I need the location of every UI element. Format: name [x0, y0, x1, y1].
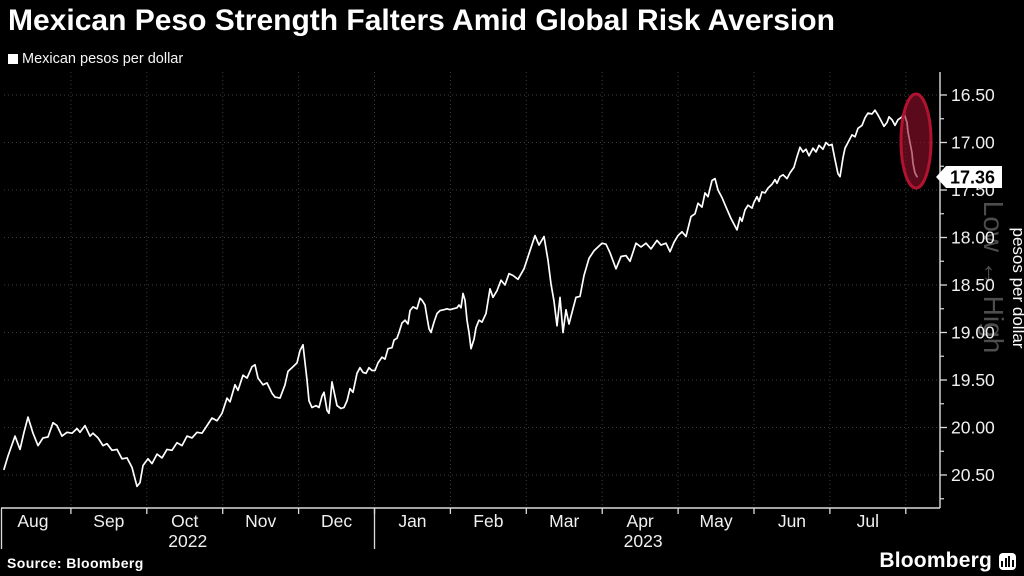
y-axis-tick-label: 20.50 [951, 465, 995, 485]
legend-marker-square [8, 54, 18, 64]
last-price-value: 17.36 [950, 168, 995, 188]
x-axis-month-label: Jan [398, 511, 426, 531]
y-axis-tick-label: 17.00 [951, 133, 995, 153]
axis-direction-watermark: Low ↔ High [978, 201, 1009, 354]
y-axis-tick-label: 19.50 [951, 370, 995, 390]
x-axis-month-label: Sep [93, 511, 124, 531]
x-axis-month-label: Feb [473, 511, 503, 531]
x-axis-year-label: 2022 [168, 531, 207, 551]
y-axis-tick-label: 20.00 [951, 418, 995, 438]
x-axis-month-label: Oct [171, 511, 198, 531]
y-axis-tick-label: 16.50 [951, 85, 995, 105]
x-axis-month-label: Apr [627, 511, 654, 531]
legend-label: Mexican pesos per dollar [22, 51, 184, 67]
y-axis-tick-label: 18.00 [951, 228, 995, 248]
legend: Mexican pesos per dollar [8, 51, 183, 67]
y-axis-tick-label: 19.00 [951, 323, 995, 343]
x-axis-month-label: Aug [17, 511, 48, 531]
last-price-flag [936, 166, 1002, 188]
x-axis-month-label: Nov [245, 511, 276, 531]
x-axis-month-label: Dec [321, 511, 352, 531]
chart-title: Mexican Peso Strength Falters Amid Globa… [8, 4, 835, 37]
source-attribution: Source: Bloomberg [7, 555, 144, 571]
bloomberg-logo: Bloomberg [879, 549, 1016, 573]
x-axis-month-label: Jun [778, 511, 806, 531]
x-axis-year-label: 2023 [624, 531, 663, 551]
x-axis-month-label: Mar [549, 511, 579, 531]
x-axis-month-label: May [700, 511, 733, 531]
bloomberg-chart-icon [999, 552, 1016, 570]
bloomberg-wordmark: Bloomberg [879, 549, 992, 572]
x-axis-month-label: Jul [857, 511, 879, 531]
y-axis-tick-label: 18.50 [951, 275, 995, 295]
drop-highlight-ellipse [899, 92, 933, 190]
y-axis-title: pesos per dollar [1009, 228, 1024, 349]
price-line [3, 109, 918, 488]
